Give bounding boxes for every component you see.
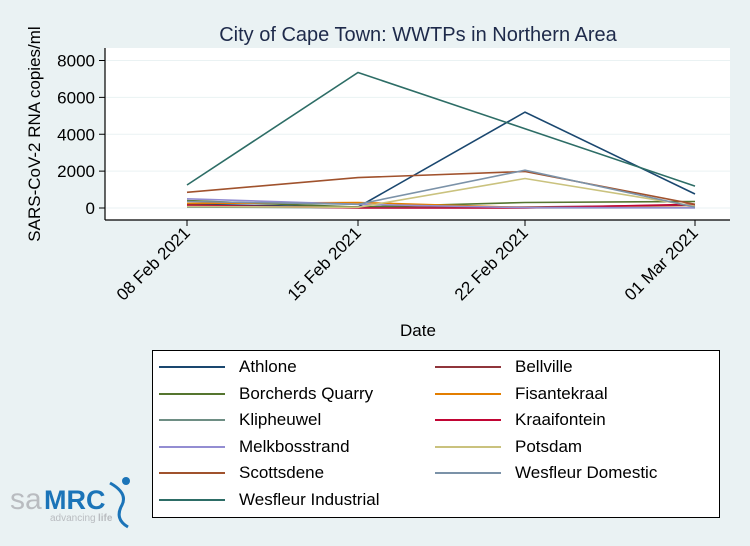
logo-mrc: MRC (44, 485, 106, 515)
legend-item: Fisantekraal (435, 384, 608, 404)
legend-label: Wesfleur Industrial (239, 489, 380, 509)
legend-item: Athlone (159, 357, 297, 377)
series-line-melkbosstrand (186, 198, 696, 209)
x-tick-label: 08 Feb 2021 (113, 223, 194, 304)
legend-item: Wesfleur Domestic (435, 463, 657, 483)
legend-item: Scottsdene (159, 463, 324, 483)
y-tick-label: 6000 (57, 88, 95, 107)
legend-label: Scottsdene (239, 463, 325, 482)
x-tick-label: 01 Mar 2021 (621, 223, 702, 304)
y-tick-label: 2000 (57, 162, 95, 181)
legend-swatch (435, 419, 501, 421)
legend-swatch (435, 392, 501, 395)
y-axis-label: SARS-CoV-2 RNA copies/ml (25, 26, 44, 241)
legend-swatch (159, 472, 225, 474)
chart-title: City of Cape Town: WWTPs in Northern Are… (219, 24, 617, 46)
legend-label: Fisantekraal (515, 383, 608, 403)
legend-label: Athlone (239, 357, 297, 376)
legend-item: Melkbosstrand (159, 437, 350, 457)
legend-item: Borcherds Quarry (159, 384, 373, 404)
samrc-logo: sa MRC advancing life (10, 475, 140, 535)
legend-label: Kraaifontein (515, 410, 606, 429)
series-line-wesfleur-industrial (186, 71, 696, 187)
series-line-athlone (186, 111, 696, 208)
legend-label: Borcherds Quarry (239, 383, 374, 403)
series-line-potsdam (186, 177, 696, 209)
logo-graphic: sa MRC advancing life (10, 477, 130, 529)
legend-swatch (159, 392, 225, 395)
series-line-wesfleur-domestic (186, 169, 696, 208)
x-tick-label: 15 Feb 2021 (284, 223, 365, 304)
legend-swatch (159, 419, 225, 421)
legend-item: Potsdam (435, 437, 582, 457)
x-axis-label: Date (400, 321, 436, 340)
y-tick-label: 0 (86, 199, 95, 218)
legend-swatch (159, 366, 225, 368)
legend-swatch (159, 445, 225, 448)
legend-label: Melkbosstrand (239, 436, 350, 456)
logo-tagline-a: advancing (50, 513, 96, 524)
legend-label: Bellville (515, 357, 573, 376)
logo-tagline-b: life (98, 513, 113, 524)
legend-swatch (435, 472, 501, 474)
legend: Athlone Bellville Borcherds Quarry Fisantek… (152, 350, 720, 518)
legend-item: Bellville (435, 357, 573, 377)
legend-item: Kraaifontein (435, 410, 606, 430)
legend-swatch (435, 445, 501, 448)
legend-item: Klipheuwel (159, 410, 321, 430)
logo-sa: sa (10, 483, 42, 516)
legend-label: Klipheuwel (239, 410, 322, 429)
x-tick-label: 22 Feb 2021 (451, 223, 532, 304)
legend-label: Wesfleur Domestic (515, 463, 658, 482)
legend-swatch (435, 366, 501, 368)
legend-item: Wesfleur Industrial (159, 490, 379, 510)
y-tick-label: 8000 (57, 52, 95, 71)
legend-swatch (159, 498, 225, 501)
y-tick-label: 4000 (57, 125, 95, 144)
legend-label: Potsdam (515, 436, 583, 456)
